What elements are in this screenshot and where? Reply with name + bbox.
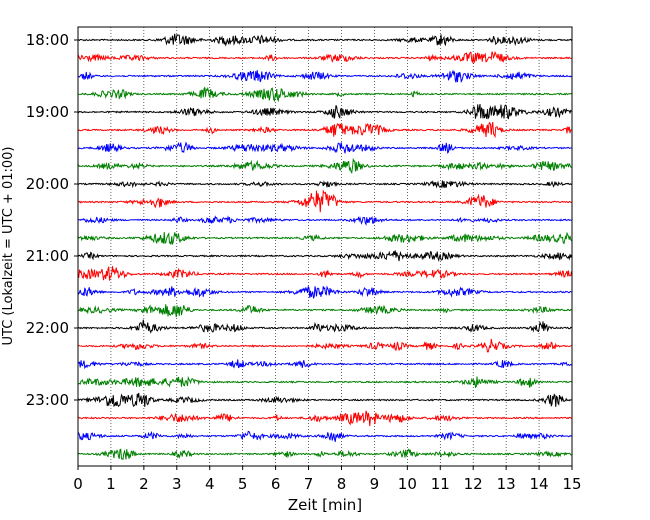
seismic-trace bbox=[77, 359, 572, 370]
x-axis: 0 1 2 3 4 5 6 7 8 9 10 11 12 13 14 15 bbox=[73, 466, 582, 493]
seismic-trace bbox=[77, 250, 572, 262]
seismic-trace bbox=[77, 448, 572, 461]
y-tick-label: 19:00 bbox=[26, 103, 69, 121]
seismic-trace bbox=[77, 141, 572, 154]
seismic-trace bbox=[77, 319, 572, 334]
x-tick-label: 10 bbox=[398, 475, 417, 493]
x-tick-label: 7 bbox=[304, 475, 314, 493]
x-axis-title: Zeit [min] bbox=[288, 496, 362, 514]
trace-group bbox=[77, 33, 572, 461]
seismic-trace bbox=[77, 121, 572, 139]
seismic-trace bbox=[77, 179, 572, 189]
x-tick-label: 6 bbox=[271, 475, 281, 493]
seismic-trace bbox=[77, 430, 572, 442]
seismic-trace bbox=[77, 157, 572, 174]
seismic-trace bbox=[77, 266, 572, 281]
y-tick-label: 21:00 bbox=[26, 247, 69, 265]
grid-lines bbox=[110, 27, 540, 466]
seismic-trace bbox=[77, 338, 572, 353]
seismic-trace bbox=[77, 392, 572, 408]
x-tick-label: 4 bbox=[205, 475, 215, 493]
x-tick-label: 15 bbox=[562, 475, 581, 493]
seismic-trace bbox=[77, 285, 572, 299]
x-tick-label: 1 bbox=[106, 475, 116, 493]
x-tick-label: 2 bbox=[139, 475, 149, 493]
x-tick-label: 3 bbox=[172, 475, 182, 493]
y-tick-label: 18:00 bbox=[26, 31, 69, 49]
y-axis-title: UTC (Lokalzeit = UTC + 01:00) bbox=[1, 147, 16, 346]
y-axis: 18:00 19:00 20:00 21:00 22:00 23:00 bbox=[26, 31, 78, 409]
seismic-trace bbox=[77, 69, 572, 84]
seismic-trace bbox=[77, 215, 572, 226]
x-tick-label: 0 bbox=[73, 475, 83, 493]
seismic-trace bbox=[77, 103, 572, 120]
x-tick-label: 13 bbox=[497, 475, 516, 493]
plot-frame bbox=[77, 26, 573, 467]
seismic-trace bbox=[77, 410, 572, 427]
x-tick-label: 12 bbox=[464, 475, 483, 493]
x-tick-label: 8 bbox=[337, 475, 347, 493]
x-tick-label: 9 bbox=[370, 475, 380, 493]
seismic-trace bbox=[77, 51, 572, 65]
y-tick-label: 22:00 bbox=[26, 319, 69, 337]
y-tick-label: 23:00 bbox=[26, 391, 69, 409]
seismic-trace bbox=[77, 375, 572, 389]
seismic-trace bbox=[77, 231, 572, 245]
seismic-trace bbox=[77, 86, 572, 103]
x-tick-label: 14 bbox=[530, 475, 549, 493]
x-tick-label: 11 bbox=[431, 475, 450, 493]
seismic-trace bbox=[77, 304, 572, 318]
seismic-trace bbox=[77, 33, 572, 47]
seismic-trace bbox=[77, 189, 572, 213]
y-tick-label: 20:00 bbox=[26, 175, 69, 193]
x-tick-label: 5 bbox=[238, 475, 248, 493]
